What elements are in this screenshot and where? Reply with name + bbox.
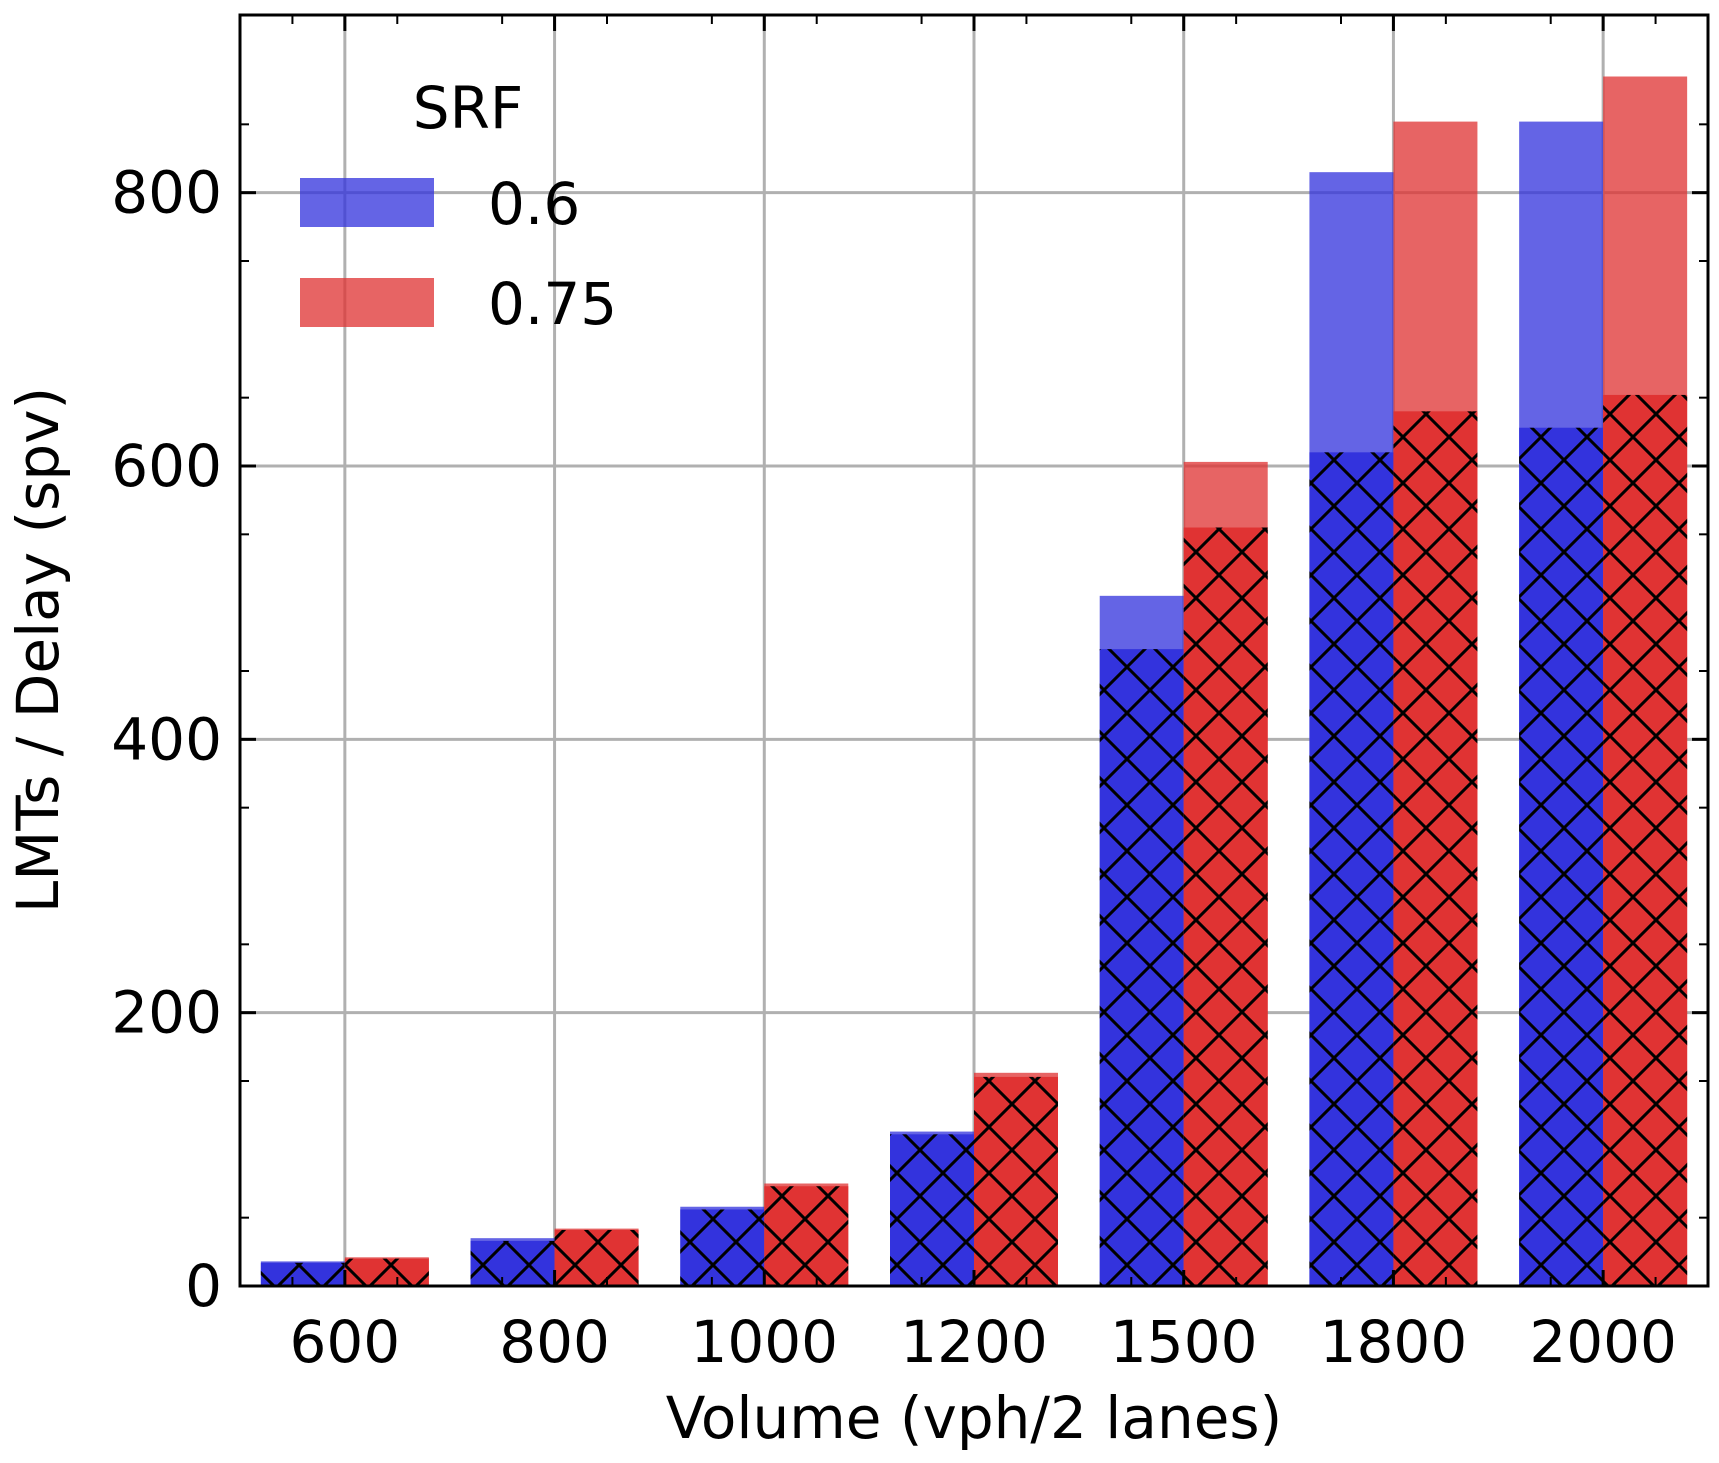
legend-label-0.75: 0.75 bbox=[488, 270, 617, 338]
bar-hatch-overlay-0.75-800 bbox=[554, 1229, 639, 1286]
y-tick-labels: 0 200 400 600 800 bbox=[111, 159, 222, 1320]
bars bbox=[260, 76, 1688, 1287]
x-tick-label-800: 800 bbox=[499, 1308, 610, 1376]
y-axis-label: LMTs / Delay (spv) bbox=[4, 387, 72, 913]
y-tick-label-800: 800 bbox=[111, 159, 222, 227]
bar-hatch-overlay-0.6-600 bbox=[260, 1262, 345, 1286]
bar-hatch-overlay-0.75-1000 bbox=[764, 1186, 849, 1286]
x-tick-label-600: 600 bbox=[289, 1308, 400, 1376]
x-tick-label-1800: 1800 bbox=[1320, 1308, 1468, 1376]
legend-swatch-0.75 bbox=[300, 278, 434, 327]
bar-hatch-overlay-0.6-1200 bbox=[890, 1134, 974, 1286]
y-tick-label-200: 200 bbox=[111, 979, 222, 1047]
bar-hatch-overlay-0.6-1000 bbox=[680, 1209, 765, 1286]
bar-hatch-overlay-0.75-1800 bbox=[1393, 411, 1478, 1286]
bar-hatch-overlay-0.6-800 bbox=[470, 1240, 555, 1286]
bar-hatch-overlay-0.75-2000 bbox=[1603, 394, 1688, 1286]
legend-label-0.6: 0.6 bbox=[488, 170, 580, 238]
axis-ticks bbox=[240, 15, 1708, 1288]
bar-hatch-overlay-0.75-600 bbox=[344, 1258, 429, 1286]
bar-hatch-overlay-0.6-2000 bbox=[1519, 427, 1604, 1286]
x-axis-label: Volume (vph/2 lanes) bbox=[666, 1384, 1283, 1452]
bar-hatch-overlay-0.6-1500 bbox=[1099, 649, 1184, 1286]
legend: SRF 0.6 0.75 bbox=[300, 74, 617, 338]
y-tick-label-400: 400 bbox=[111, 705, 222, 773]
bar-hatch-overlay-0.75-1500 bbox=[1183, 527, 1268, 1286]
x-tick-label-2000: 2000 bbox=[1529, 1308, 1677, 1376]
x-tick-label-1000: 1000 bbox=[690, 1308, 838, 1376]
y-tick-label-0: 0 bbox=[185, 1252, 222, 1320]
y-tick-label-600: 600 bbox=[111, 432, 222, 500]
bar-hatch-overlay-0.6-1800 bbox=[1309, 452, 1394, 1286]
x-tick-label-1500: 1500 bbox=[1110, 1308, 1258, 1376]
legend-swatch-0.6 bbox=[300, 178, 434, 227]
bar-hatch-overlay-0.75-1200 bbox=[974, 1076, 1058, 1286]
legend-title: SRF bbox=[413, 74, 523, 142]
x-tick-label-1200: 1200 bbox=[900, 1308, 1048, 1376]
x-tick-labels: 600 800 1000 1200 1500 1800 2000 bbox=[289, 1308, 1676, 1376]
